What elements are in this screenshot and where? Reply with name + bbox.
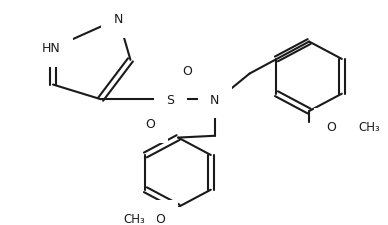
Text: O: O	[182, 65, 192, 78]
Text: CH₃: CH₃	[124, 213, 146, 225]
Text: O: O	[326, 121, 336, 133]
Text: HN: HN	[42, 42, 61, 55]
Text: N: N	[114, 13, 123, 26]
Text: O: O	[155, 213, 165, 225]
Text: O: O	[146, 118, 155, 131]
Text: N: N	[210, 93, 220, 106]
Text: S: S	[166, 93, 174, 106]
Text: CH₃: CH₃	[359, 121, 381, 133]
